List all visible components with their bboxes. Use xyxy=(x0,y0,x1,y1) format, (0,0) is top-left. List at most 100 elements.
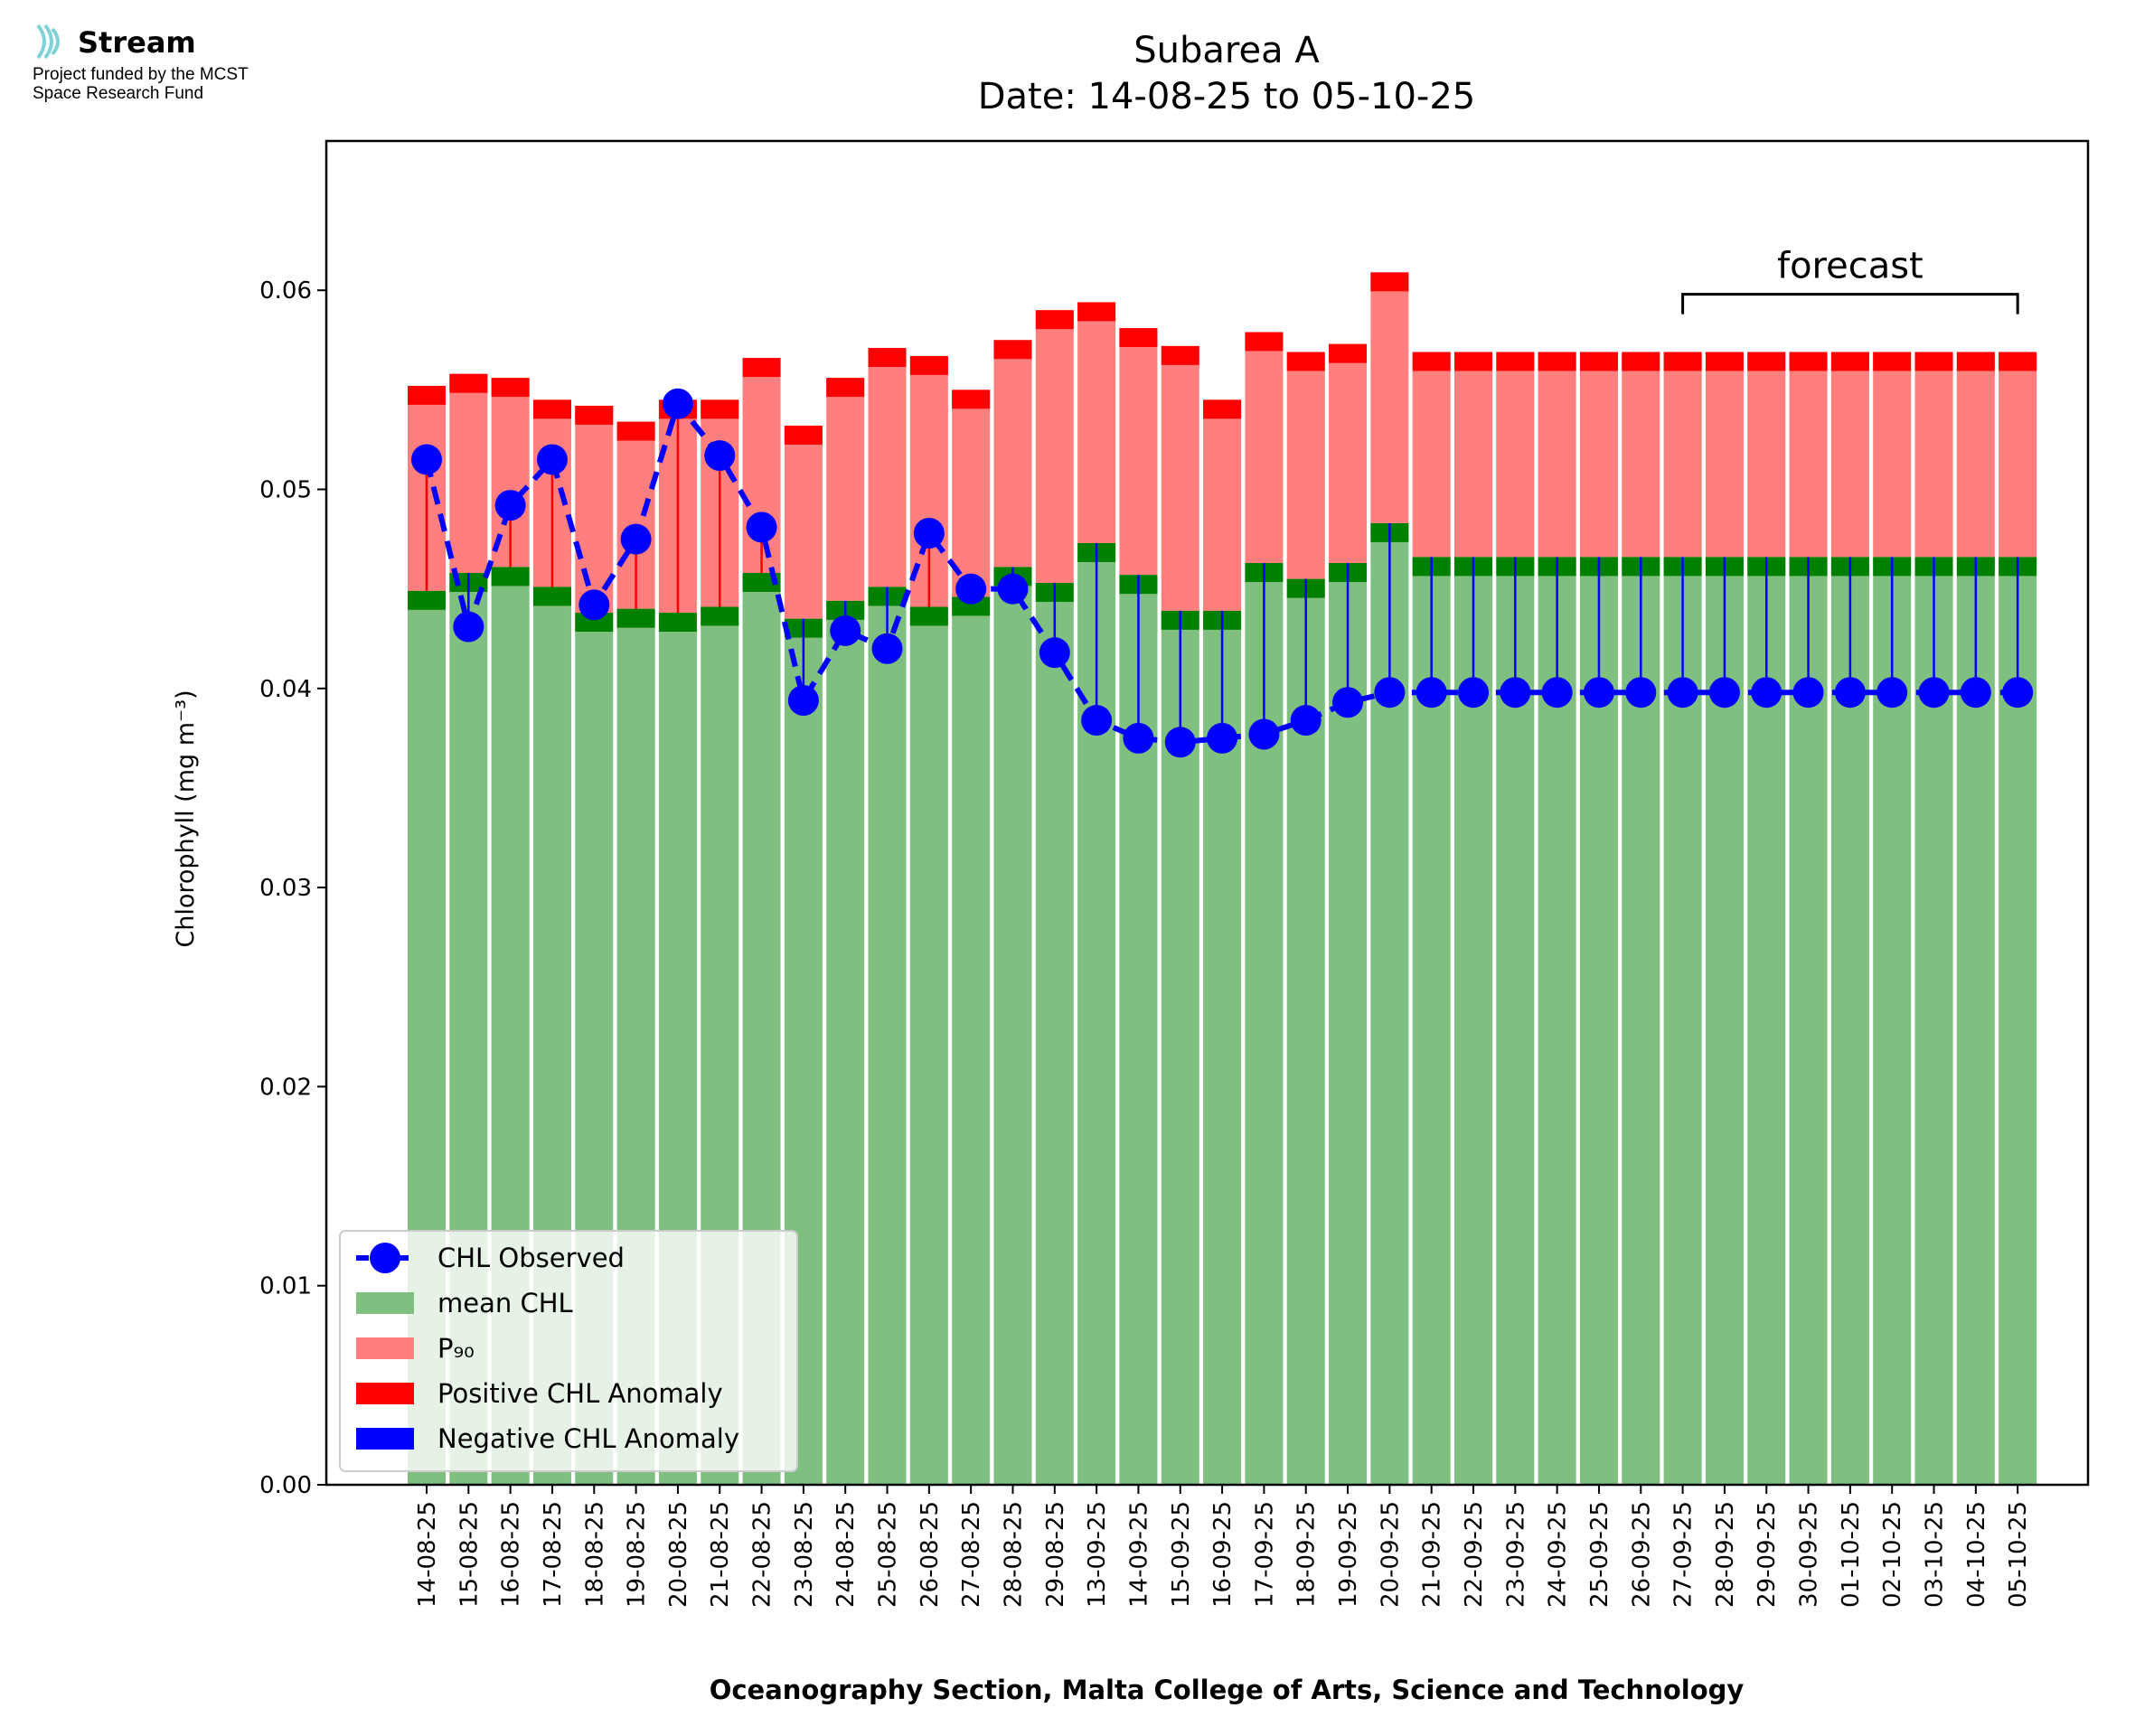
p90-edge-bar xyxy=(1245,332,1284,352)
p90-edge-bar xyxy=(1830,352,1869,371)
logo-caption-line2: Space Research Fund xyxy=(33,84,204,103)
chl-observed-point xyxy=(1374,677,1406,708)
p90-bar xyxy=(1705,352,1744,558)
chl-observed-point xyxy=(1290,705,1322,737)
mean-chl-bar xyxy=(1873,557,1912,1486)
chl-observed-point xyxy=(1541,677,1573,708)
x-tick-label: 29-09-25 xyxy=(1754,1501,1781,1608)
p90-bar xyxy=(1496,352,1535,558)
chl-observed-point xyxy=(1708,677,1740,708)
p90-edge-bar xyxy=(826,378,865,398)
p90-bar xyxy=(1119,328,1158,576)
p90-edge-bar xyxy=(449,373,488,393)
logo-caption-line1: Project funded by the MCST xyxy=(33,65,249,84)
x-tick-label: 18-09-25 xyxy=(1293,1501,1321,1608)
p90-edge-bar xyxy=(1789,352,1828,371)
p90-bar xyxy=(1286,352,1325,579)
axes-frame xyxy=(325,139,2090,1487)
chl-observed-point xyxy=(2002,677,2034,708)
mean-edge-bar xyxy=(952,596,991,616)
mean-chl-bar xyxy=(1035,583,1074,1485)
x-tick-label: 24-08-25 xyxy=(832,1501,860,1608)
chl-observed-point xyxy=(494,490,526,521)
p90-edge-bar xyxy=(1286,352,1325,371)
chl-observed-point xyxy=(620,523,652,555)
x-tick-label: 22-08-25 xyxy=(749,1501,776,1608)
x-tick-label: 15-08-25 xyxy=(456,1501,483,1608)
mean-chl-bar xyxy=(1999,557,2037,1486)
mean-edge-bar xyxy=(532,586,571,606)
chl-observed-point xyxy=(1207,722,1238,754)
x-tick-label: 15-09-25 xyxy=(1168,1501,1195,1608)
x-tick-label: 14-09-25 xyxy=(1125,1501,1152,1608)
chl-observed-point xyxy=(871,633,903,664)
forecast-bracket xyxy=(1681,293,2019,314)
mean-chl-bar xyxy=(1830,557,1869,1486)
x-tick-label: 17-09-25 xyxy=(1251,1501,1278,1608)
legend-negative-anomaly-swatch xyxy=(356,1428,414,1450)
mean-chl-bar xyxy=(952,596,991,1485)
x-tick-label: 29-08-25 xyxy=(1042,1501,1069,1608)
p90-edge-bar xyxy=(909,355,948,375)
mean-chl-bar xyxy=(1412,557,1451,1486)
p90-edge-bar xyxy=(1329,343,1368,363)
chl-observed-point xyxy=(1877,677,1908,708)
legend-mean-chl-label: mean CHL xyxy=(437,1288,573,1318)
mean-edge-bar xyxy=(701,606,739,626)
chl-observed-point xyxy=(830,615,861,646)
chart-subtitle: Date: 14-08-25 to 05-10-25 xyxy=(978,76,1476,117)
x-tick-label: 21-09-25 xyxy=(1419,1501,1446,1608)
mean-chl-bar xyxy=(826,600,865,1485)
x-tick-label: 27-09-25 xyxy=(1670,1501,1698,1608)
p90-bar xyxy=(575,405,614,614)
p90-bar xyxy=(1412,352,1451,558)
chl-observed-point xyxy=(1332,687,1364,718)
x-tick-label: 16-09-25 xyxy=(1209,1501,1237,1608)
mean-chl-bar xyxy=(868,586,907,1485)
p90-bar xyxy=(1663,352,1702,558)
mean-chl-bar xyxy=(1663,557,1702,1486)
p90-edge-bar xyxy=(1747,352,1786,371)
chl-observed-point xyxy=(1918,677,1950,708)
legend-chl-observed-marker xyxy=(370,1243,400,1273)
p90-edge-bar xyxy=(1999,352,2037,371)
chl-observed-point xyxy=(1625,677,1657,708)
mean-chl-bar xyxy=(1454,557,1492,1486)
y-tick-label: 0.06 xyxy=(259,277,312,305)
x-tick-label: 25-08-25 xyxy=(875,1501,902,1608)
chl-observed-point xyxy=(955,573,987,605)
y-tick-label: 0.02 xyxy=(259,1074,312,1101)
forecast-annotation: forecast xyxy=(1777,246,1924,287)
x-tick-label: 03-10-25 xyxy=(1922,1501,1949,1608)
chl-observed-point xyxy=(1960,677,1991,708)
y-tick-label: 0.00 xyxy=(259,1472,312,1499)
p90-edge-bar xyxy=(408,385,446,405)
x-tick-label: 23-09-25 xyxy=(1502,1501,1529,1608)
legend-negative-anomaly-label: Negative CHL Anomaly xyxy=(437,1423,739,1454)
p90-bar xyxy=(1203,399,1242,611)
p90-bar xyxy=(1830,352,1869,558)
legend-box xyxy=(339,1230,798,1472)
x-tick-label: 28-08-25 xyxy=(1000,1501,1027,1608)
p90-edge-bar xyxy=(1035,310,1074,330)
stream-logo-icon xyxy=(36,23,60,60)
p90-edge-bar xyxy=(1705,352,1744,371)
chl-observed-point xyxy=(1834,677,1866,708)
logo-name: Stream xyxy=(78,25,196,60)
x-axis-label: Oceanography Section, Malta College of A… xyxy=(710,1675,1745,1705)
p90-edge-bar xyxy=(1914,352,1953,371)
mean-chl-bar xyxy=(1705,557,1744,1486)
x-tick-label: 25-09-25 xyxy=(1586,1501,1613,1608)
p90-bar xyxy=(1789,352,1828,558)
y-axis-label: Chlorophyll (mg m⁻³) xyxy=(172,690,200,947)
p90-edge-bar xyxy=(742,358,781,378)
mean-chl-bar xyxy=(1789,557,1828,1486)
y-tick-label: 0.03 xyxy=(259,875,312,902)
p90-bar xyxy=(449,373,488,574)
chl-observed-point xyxy=(1667,677,1698,708)
x-tick-label: 05-10-25 xyxy=(2005,1501,2032,1608)
mean-chl-bar xyxy=(1747,557,1786,1486)
chl-observed-point xyxy=(997,573,1029,605)
chl-observed-point xyxy=(913,517,945,549)
p90-bar xyxy=(1245,332,1284,564)
